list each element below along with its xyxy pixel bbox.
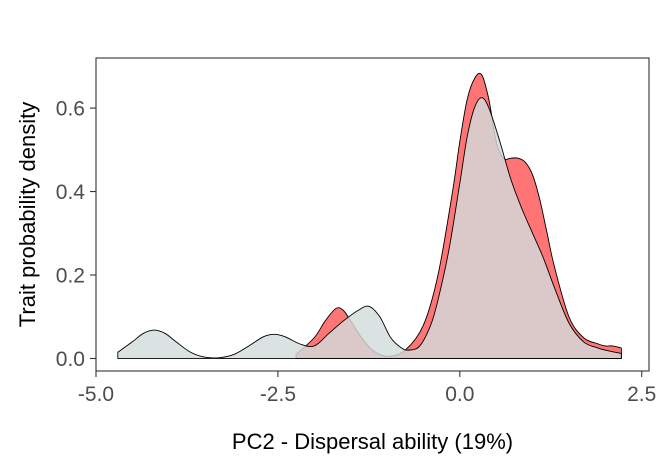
x-tick-label: 0.0	[445, 383, 474, 406]
y-axis: 0.0 0.2 0.4 0.6	[56, 98, 96, 371]
y-tick-label: 0.2	[56, 265, 85, 288]
y-tick-label: 0.0	[56, 348, 85, 371]
x-axis: -5.0 -2.5 0.0 2.5	[78, 371, 656, 406]
density-series-2	[117, 97, 622, 359]
x-axis-title: PC2 - Dispersal ability (19%)	[232, 429, 513, 454]
density-areas	[117, 72, 622, 359]
plot-panel-border	[95, 57, 650, 372]
x-tick-label: -5.0	[78, 383, 114, 406]
x-tick-label: 2.5	[627, 383, 656, 406]
y-tick-label: 0.4	[56, 181, 86, 204]
x-tick-label: -2.5	[260, 383, 296, 406]
y-tick-label: 0.6	[56, 98, 85, 121]
y-axis-title: Trait probability density	[15, 102, 40, 327]
